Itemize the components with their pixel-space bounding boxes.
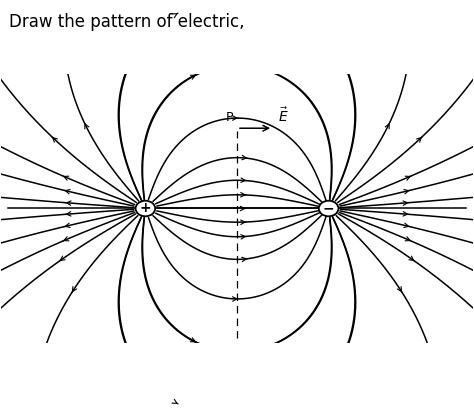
Text: Draw the pattern of electric,: Draw the pattern of electric, [9, 13, 245, 30]
Circle shape [136, 201, 155, 216]
Text: $\vec{E}$: $\vec{E}$ [278, 106, 289, 125]
Text: −: − [323, 201, 335, 216]
Circle shape [319, 201, 338, 216]
Text: +: + [139, 201, 151, 216]
Text: P: P [226, 111, 234, 124]
